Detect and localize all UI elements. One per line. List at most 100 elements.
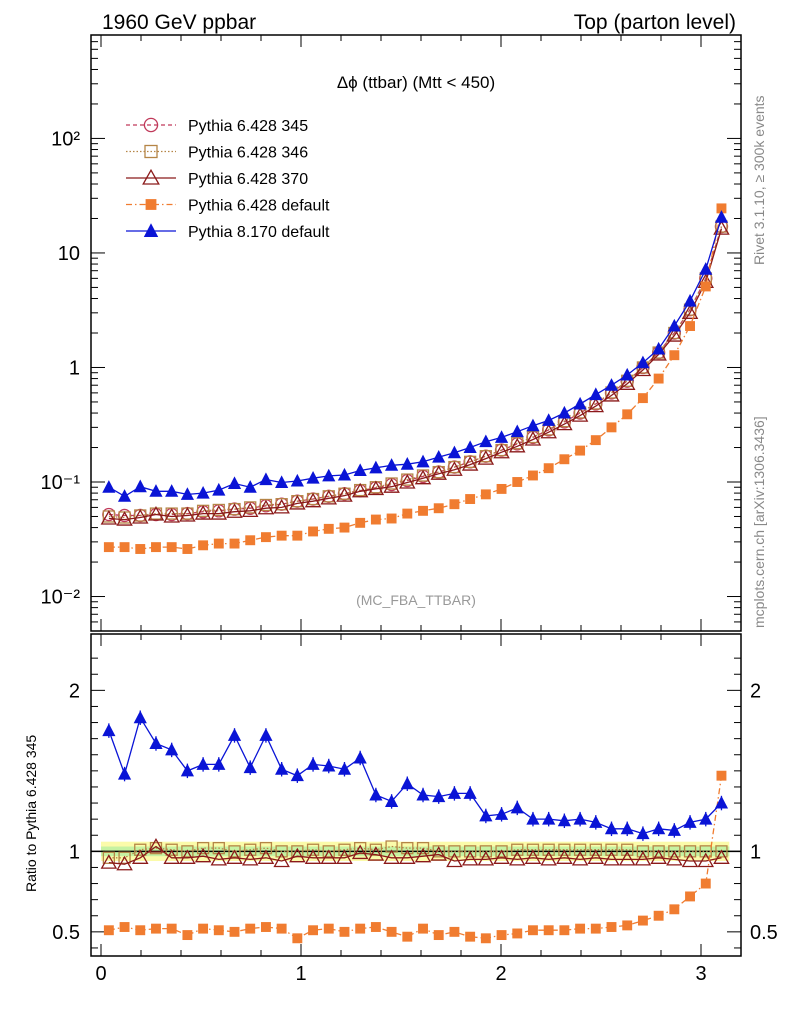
data-point <box>196 841 210 855</box>
data-point <box>227 476 242 490</box>
data-point <box>322 468 336 482</box>
xtick-label: 2 <box>495 963 506 985</box>
data-point <box>713 849 730 864</box>
data-point <box>636 355 650 369</box>
data-point <box>620 367 634 381</box>
data-point <box>308 526 319 537</box>
data-point <box>463 440 477 454</box>
data-point <box>716 203 727 214</box>
main-ytick-label: 1 <box>69 357 80 379</box>
data-point <box>606 922 617 932</box>
data-point <box>714 795 729 809</box>
data-point <box>618 850 636 866</box>
data-point <box>147 506 165 521</box>
data-point <box>290 768 304 782</box>
data-point <box>289 494 306 510</box>
data-point <box>226 503 243 518</box>
data-point <box>542 413 556 426</box>
data-point <box>416 454 430 468</box>
ratio-series-1 <box>100 838 730 871</box>
data-point <box>337 467 352 481</box>
series-line <box>108 226 723 519</box>
data-point <box>479 808 493 822</box>
data-point <box>559 454 570 465</box>
data-point <box>605 843 618 856</box>
data-point <box>637 915 648 926</box>
data-point <box>149 736 163 749</box>
data-point <box>336 849 353 864</box>
data-point <box>715 845 728 858</box>
data-point <box>151 923 161 934</box>
data-point <box>306 757 320 770</box>
data-point <box>243 760 257 774</box>
data-point <box>714 210 729 223</box>
data-point <box>213 925 224 936</box>
data-point <box>180 763 194 777</box>
data-point <box>399 474 416 489</box>
data-point <box>603 386 620 402</box>
data-point <box>163 849 180 864</box>
data-point <box>117 766 132 780</box>
data-point <box>556 415 573 431</box>
data-point <box>323 923 334 934</box>
series-line <box>108 775 723 940</box>
analysis-annotation: (MC_FBA_TTBAR) <box>356 592 476 608</box>
data-point <box>243 480 257 493</box>
data-point <box>351 844 369 860</box>
data-point <box>634 850 652 866</box>
data-point <box>620 821 634 835</box>
data-point <box>151 542 161 553</box>
data-point <box>355 923 366 934</box>
data-point <box>479 845 492 858</box>
data-point <box>477 850 495 866</box>
data-point <box>416 841 430 855</box>
data-point <box>606 422 617 433</box>
data-point <box>461 456 479 471</box>
ratio-ytick-label-right: 1 <box>750 841 761 863</box>
data-point <box>447 786 462 799</box>
data-point <box>414 847 432 863</box>
data-point <box>320 489 338 505</box>
data-point <box>716 770 727 781</box>
main-ytick-label: 10 <box>58 243 80 265</box>
data-point <box>650 849 667 864</box>
data-point <box>430 846 447 861</box>
data-point <box>495 845 508 858</box>
data-point <box>447 445 462 459</box>
data-point <box>493 849 510 864</box>
data-point <box>479 434 493 448</box>
data-point <box>652 845 665 858</box>
data-point <box>338 843 351 856</box>
legend: Pythia 6.428 345 Pythia 6.428 346 Pythia 6… <box>126 117 330 241</box>
data-point <box>196 757 210 770</box>
data-point <box>512 928 523 939</box>
header-right: Top (parton level) <box>574 11 736 34</box>
data-point <box>432 449 446 463</box>
data-point <box>212 503 225 517</box>
data-point <box>528 470 538 481</box>
data-point <box>526 843 540 856</box>
data-point <box>559 925 570 936</box>
data-point <box>229 926 240 937</box>
legend-marker <box>143 223 159 237</box>
data-point <box>448 845 461 858</box>
data-point <box>589 815 603 828</box>
data-point <box>683 293 697 307</box>
data-point <box>667 823 681 836</box>
data-point <box>508 437 526 453</box>
data-point <box>681 304 699 319</box>
data-point <box>100 510 118 525</box>
data-point <box>385 794 399 807</box>
ratio-ytick-label-right: 0.5 <box>750 922 778 944</box>
data-point <box>571 850 589 866</box>
data-point <box>622 920 633 931</box>
data-point <box>524 431 542 446</box>
data-point <box>496 483 507 494</box>
data-point <box>165 484 179 497</box>
legend-label: Pythia 6.428 default <box>188 198 330 215</box>
ratio-series-2 <box>103 770 727 944</box>
data-point <box>622 409 633 420</box>
data-point <box>118 851 131 864</box>
data-point <box>370 514 381 525</box>
data-point <box>100 854 118 869</box>
